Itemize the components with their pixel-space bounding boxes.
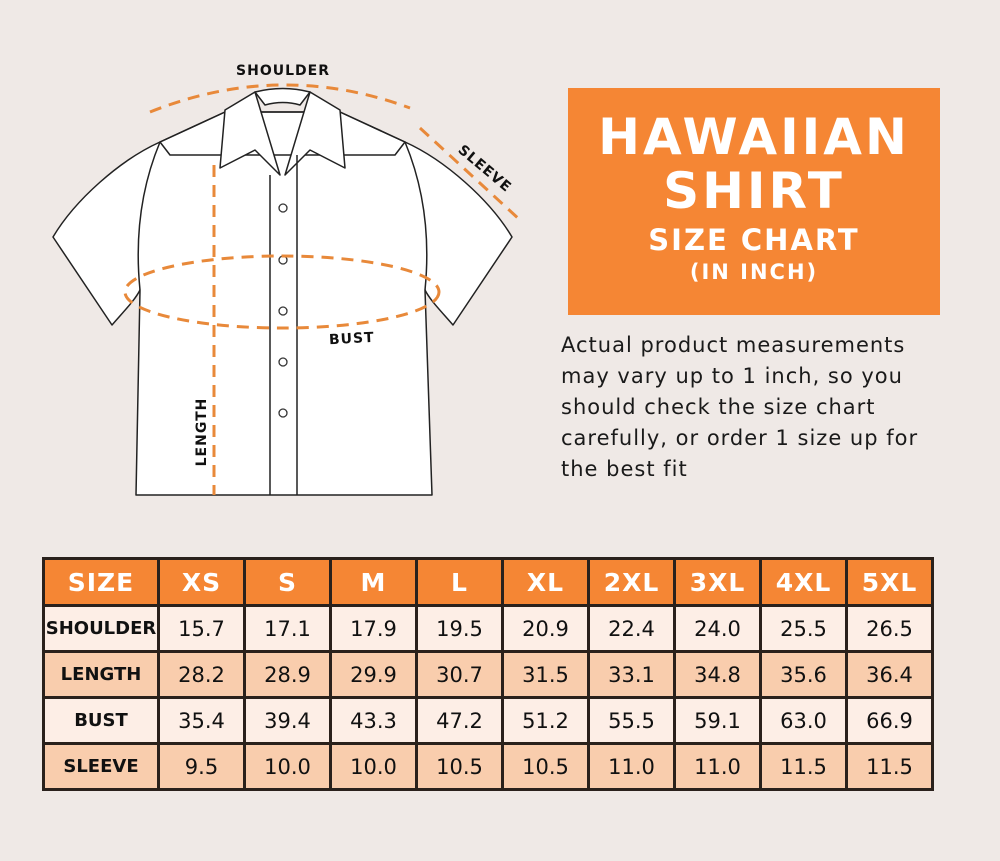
button xyxy=(278,203,288,213)
length-label: LENGTH xyxy=(194,398,210,467)
header-m: M xyxy=(329,557,418,607)
bust-measure-line xyxy=(123,254,441,330)
title-box: HAWAIIAN SHIRT SIZE CHART (IN INCH) xyxy=(568,88,940,315)
size-table: SIZE XS S M L XL 2XL 3XL 4XL 5XL SHOULDER 15.7 17.1… xyxy=(42,557,934,791)
shoulder-label: SHOULDER xyxy=(236,63,330,79)
header-xl: XL xyxy=(501,557,590,607)
table-cell: 35.4 xyxy=(157,696,246,745)
title-line-2: SHIRT xyxy=(663,162,845,220)
table-cell: 31.5 xyxy=(501,650,590,699)
unit-label: (IN INCH) xyxy=(689,260,819,284)
table-cell: 24.0 xyxy=(673,604,762,653)
button xyxy=(278,408,288,418)
header-2xl: 2XL xyxy=(587,557,676,607)
header-s: S xyxy=(243,557,332,607)
row-label: SHOULDER xyxy=(42,604,160,653)
table-cell: 11.0 xyxy=(673,742,762,791)
header-3xl: 3XL xyxy=(673,557,762,607)
right-sleeve xyxy=(404,141,513,326)
header-5xl: 5XL xyxy=(845,557,934,607)
table-cell: 10.0 xyxy=(329,742,418,791)
header-xs: XS xyxy=(157,557,246,607)
measurement-note: Actual product measurements may vary up … xyxy=(561,333,919,481)
header-l: L xyxy=(415,557,504,607)
sleeve-measure-line xyxy=(418,126,522,222)
shoulder-measure-line xyxy=(149,83,411,114)
collar-back xyxy=(254,87,311,106)
row-label: SLEEVE xyxy=(42,742,160,791)
table-cell: 11.5 xyxy=(845,742,934,791)
table-cell: 34.8 xyxy=(673,650,762,699)
table-cell: 51.2 xyxy=(501,696,590,745)
table-cell: 30.7 xyxy=(415,650,504,699)
table-row-length: LENGTH 28.2 28.9 29.9 30.7 31.5 33.1 34.8 35.6 36… xyxy=(42,650,934,699)
row-label: BUST xyxy=(42,696,160,745)
table-cell: 22.4 xyxy=(587,604,676,653)
subtitle: SIZE CHART xyxy=(648,223,860,257)
table-cell: 10.5 xyxy=(501,742,590,791)
table-cell: 20.9 xyxy=(501,604,590,653)
table-cell: 26.5 xyxy=(845,604,934,653)
header-4xl: 4XL xyxy=(759,557,848,607)
table-cell: 35.6 xyxy=(759,650,848,699)
table-header-row: SIZE XS S M L XL 2XL 3XL 4XL 5XL xyxy=(42,557,934,607)
header-size: SIZE xyxy=(42,557,160,607)
table-cell: 11.0 xyxy=(587,742,676,791)
table-row-bust: BUST 35.4 39.4 43.3 47.2 51.2 55.5 59.1 63.0 66.9 xyxy=(42,696,934,745)
table-cell: 28.9 xyxy=(243,650,332,699)
table-cell: 66.9 xyxy=(845,696,934,745)
button xyxy=(278,306,288,316)
table-cell: 43.3 xyxy=(329,696,418,745)
table-cell: 39.4 xyxy=(243,696,332,745)
button xyxy=(278,357,288,367)
table-cell: 11.5 xyxy=(759,742,848,791)
title-line-1: HAWAIIAN xyxy=(598,108,910,166)
table-cell: 25.5 xyxy=(759,604,848,653)
table-cell: 47.2 xyxy=(415,696,504,745)
table-row-sleeve: SLEEVE 9.5 10.0 10.0 10.5 10.5 11.0 11.0 11.5 11.… xyxy=(42,742,934,791)
table-row-shoulder: SHOULDER 15.7 17.1 17.9 19.5 20.9 22.4 24.0 25.5… xyxy=(42,604,934,653)
table-cell: 36.4 xyxy=(845,650,934,699)
table-cell: 17.9 xyxy=(329,604,418,653)
table-cell: 10.5 xyxy=(415,742,504,791)
table-cell: 15.7 xyxy=(157,604,246,653)
table-cell: 10.0 xyxy=(243,742,332,791)
table-cell: 55.5 xyxy=(587,696,676,745)
shirt-diagram: SHOULDER SLEEVE BUST LENGTH xyxy=(52,63,522,496)
table-cell: 19.5 xyxy=(415,604,504,653)
collar-left xyxy=(219,91,281,176)
bust-label: BUST xyxy=(329,330,375,348)
row-label: LENGTH xyxy=(42,650,160,699)
table-cell: 63.0 xyxy=(759,696,848,745)
table-cell: 28.2 xyxy=(157,650,246,699)
table-cell: 9.5 xyxy=(157,742,246,791)
table-cell: 59.1 xyxy=(673,696,762,745)
shirt-body xyxy=(135,111,433,496)
collar-right xyxy=(284,91,346,176)
table-cell: 17.1 xyxy=(243,604,332,653)
table-cell: 33.1 xyxy=(587,650,676,699)
table-cell: 29.9 xyxy=(329,650,418,699)
